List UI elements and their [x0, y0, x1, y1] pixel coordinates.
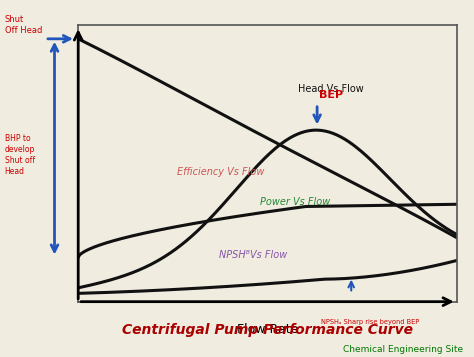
Text: Chemical Engineering Site: Chemical Engineering Site	[343, 345, 463, 354]
Text: NPSHᴮVs Flow: NPSHᴮVs Flow	[219, 250, 287, 260]
Text: Power Vs Flow: Power Vs Flow	[260, 197, 330, 207]
Text: Shut
Off Head: Shut Off Head	[5, 15, 42, 35]
Text: NPSHₐ Sharp rise beyond BEP: NPSHₐ Sharp rise beyond BEP	[321, 320, 419, 326]
Text: BEP: BEP	[319, 90, 343, 100]
Text: Head Vs Flow: Head Vs Flow	[298, 84, 364, 94]
Text: Centrifugal Pump Performance Curve: Centrifugal Pump Performance Curve	[122, 323, 413, 337]
Text: BHP to
develop
Shut off
Head: BHP to develop Shut off Head	[5, 134, 35, 176]
Text: Flow Rate: Flow Rate	[237, 323, 299, 336]
Text: Efficiency Vs Flow: Efficiency Vs Flow	[177, 167, 264, 177]
